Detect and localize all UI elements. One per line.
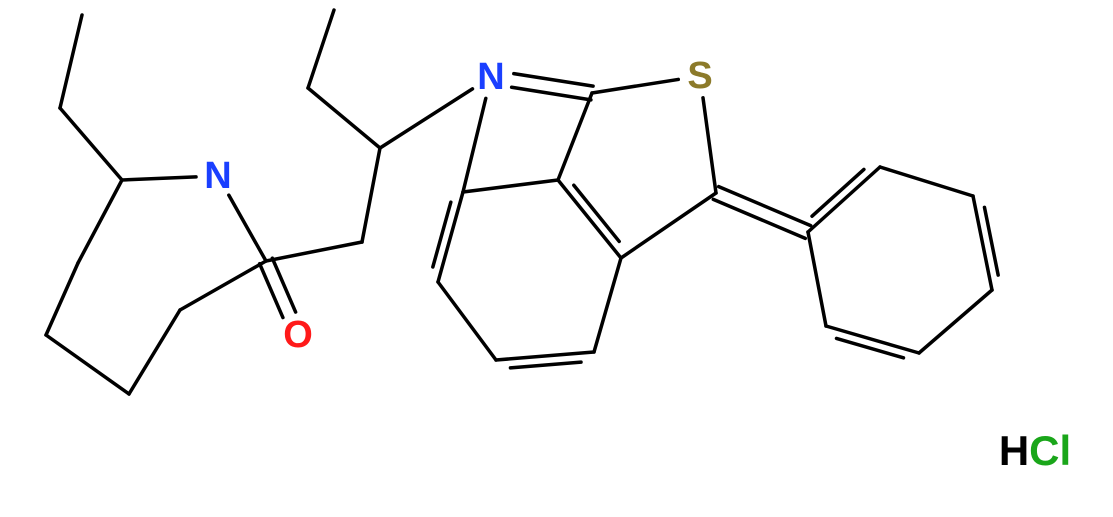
counterion-hcl: HCl bbox=[999, 427, 1071, 474]
atom-o: O bbox=[283, 314, 313, 356]
atom-n: N bbox=[204, 155, 231, 197]
atom-n: N bbox=[477, 56, 504, 98]
atom-s: S bbox=[687, 55, 712, 97]
